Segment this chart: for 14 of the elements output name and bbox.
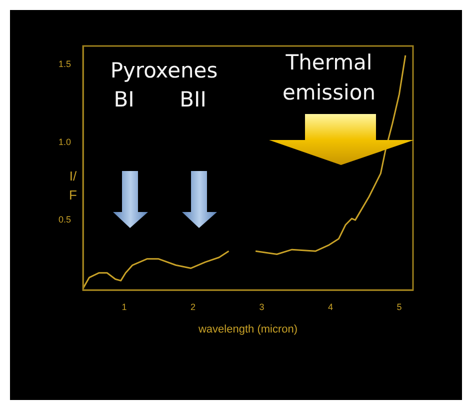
x-axis-title: wavelength (micron) — [197, 323, 298, 336]
y-tick-label: 1.5 — [58, 59, 71, 70]
x-tick-label: 4 — [328, 302, 334, 312]
x-tick-label: 5 — [396, 302, 402, 312]
annotation: Pyroxenes — [110, 58, 218, 82]
y-tick-label: 0.5 — [58, 214, 71, 225]
x-tick-label: 2 — [190, 302, 196, 312]
annotation: BII — [180, 87, 206, 112]
x-tick-label: 1 — [122, 302, 127, 312]
y-axis-title: I/ F — [69, 168, 78, 203]
annotation: BI — [114, 87, 134, 112]
x-tick-label: 3 — [259, 302, 264, 312]
annotation: Thermal emission — [282, 50, 376, 104]
y-tick-label: 1.0 — [58, 136, 71, 147]
